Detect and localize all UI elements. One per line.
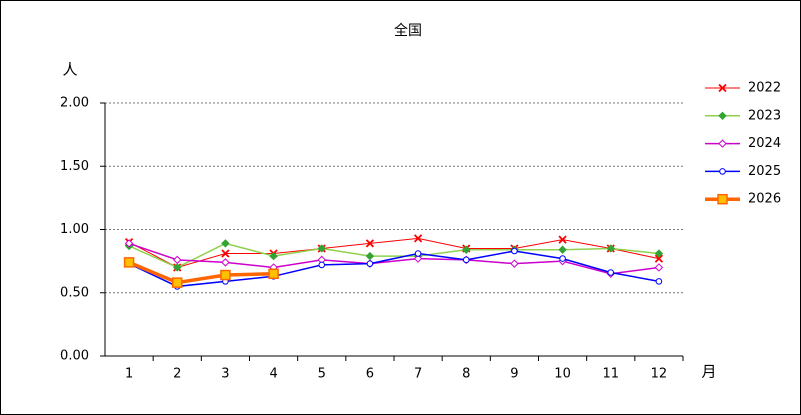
x-tick-label: 11 bbox=[602, 367, 619, 382]
y-tick-label: 1.00 bbox=[60, 222, 89, 237]
data-point bbox=[655, 278, 663, 285]
x-tick-label: 7 bbox=[414, 367, 422, 382]
data-point bbox=[365, 239, 375, 248]
legend-marker bbox=[718, 111, 727, 121]
series-line bbox=[128, 237, 660, 268]
data-point bbox=[413, 234, 423, 243]
x-tick-label: 3 bbox=[221, 367, 229, 382]
data-point bbox=[654, 249, 664, 258]
data-point bbox=[559, 255, 566, 262]
data-point bbox=[462, 245, 471, 254]
legend-label: 2026 bbox=[748, 192, 781, 207]
x-tick-label: 6 bbox=[366, 367, 374, 382]
legend-label: 2022 bbox=[748, 81, 781, 96]
data-point bbox=[607, 269, 615, 276]
x-tick-label: 8 bbox=[462, 367, 470, 382]
data-point bbox=[510, 259, 519, 268]
data-point bbox=[172, 277, 183, 288]
data-point bbox=[462, 256, 470, 264]
series-line bbox=[128, 260, 274, 285]
x-tick-label: 9 bbox=[510, 367, 518, 382]
series-line bbox=[128, 242, 660, 275]
x-axis-label: 月 bbox=[701, 363, 716, 381]
x-tick-label: 5 bbox=[318, 367, 326, 382]
legend-marker bbox=[718, 83, 727, 93]
series-line bbox=[128, 250, 660, 288]
data-point bbox=[123, 257, 135, 268]
y-axis-label: 人 bbox=[62, 61, 77, 79]
data-point bbox=[558, 245, 567, 254]
x-tick-label: 12 bbox=[651, 367, 668, 382]
data-point bbox=[654, 263, 664, 272]
legend-label: 2025 bbox=[748, 164, 781, 179]
data-point bbox=[221, 249, 230, 258]
data-point bbox=[606, 244, 615, 253]
chart-title: 全国 bbox=[394, 22, 422, 39]
y-tick-label: 0.50 bbox=[60, 285, 89, 300]
legend-label: 2023 bbox=[748, 108, 781, 123]
data-point bbox=[317, 244, 326, 253]
x-tick-label: 10 bbox=[554, 367, 571, 382]
legend-marker bbox=[719, 168, 726, 175]
data-point bbox=[558, 235, 567, 244]
y-tick-label: 2.00 bbox=[60, 96, 89, 111]
series-line bbox=[128, 242, 659, 269]
x-tick-label: 1 bbox=[125, 367, 133, 382]
legend-marker bbox=[718, 139, 727, 148]
legend-label: 2024 bbox=[748, 136, 781, 151]
data-point bbox=[268, 268, 279, 280]
data-point bbox=[511, 247, 518, 255]
legend-marker bbox=[717, 193, 728, 205]
data-point bbox=[414, 250, 422, 257]
y-tick-label: 0.00 bbox=[60, 349, 89, 364]
data-point bbox=[654, 254, 664, 263]
data-point bbox=[413, 254, 423, 263]
data-point bbox=[318, 261, 326, 269]
data-point bbox=[124, 239, 134, 248]
data-point bbox=[173, 255, 182, 265]
data-point bbox=[221, 258, 230, 267]
data-point bbox=[221, 239, 230, 248]
data-point bbox=[366, 260, 374, 267]
data-point bbox=[269, 251, 278, 261]
x-tick-label: 4 bbox=[269, 367, 277, 382]
data-point bbox=[220, 269, 231, 281]
data-point bbox=[173, 263, 182, 272]
x-tick-label: 2 bbox=[173, 367, 181, 382]
y-tick-label: 1.50 bbox=[60, 159, 89, 174]
